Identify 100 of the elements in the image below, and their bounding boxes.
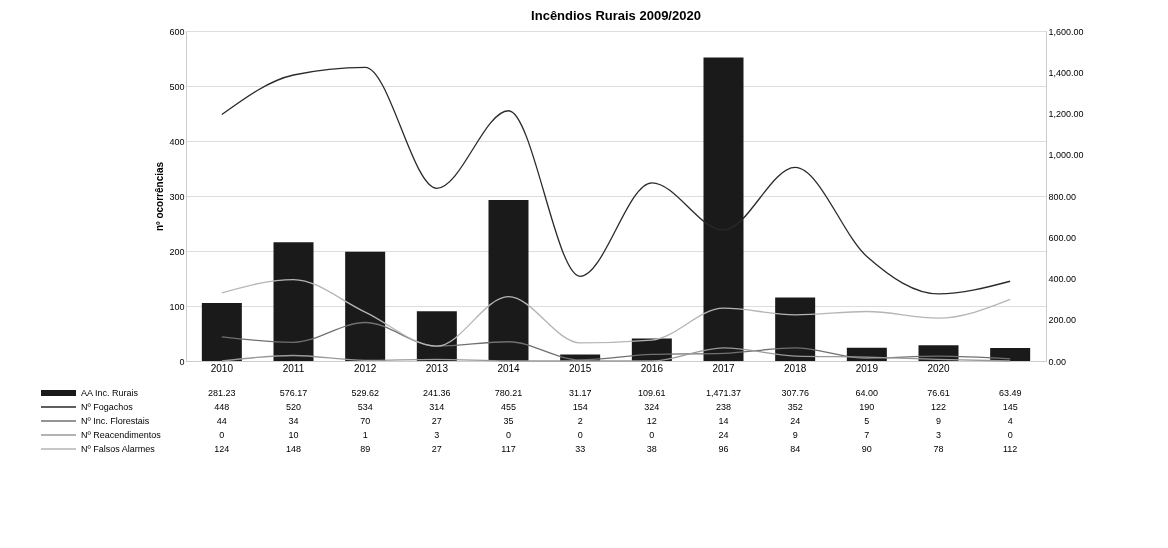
data-label: 122 [930,402,947,412]
data-label: 84 [790,444,801,454]
y2-tick-label: 1,400.00 [1048,67,1084,78]
data-label: 520 [285,402,302,412]
data-label: 455 [500,402,517,412]
x-tick-label: 2018 [784,362,807,374]
data-label: 0 [1007,430,1013,440]
y2-tick-label: 400.00 [1048,274,1077,284]
data-label: 0 [505,430,512,440]
data-label: 3 [434,430,440,440]
data-label: 78 [933,444,944,454]
line-series [221,278,1011,347]
bar [488,200,529,361]
data-label: 3 [935,430,942,440]
data-label: 307.76 [781,388,809,398]
data-label: 0 [649,430,655,440]
data-label: 314 [429,402,445,412]
x-tick-label: 2014 [497,362,521,374]
data-label: 780.21 [494,388,523,398]
y-tick-label: 600 [169,26,185,37]
data-label: 154 [572,402,588,412]
data-label: 5 [864,416,870,426]
x-tick-label: 2017 [712,362,736,374]
data-label: 281.23 [208,388,236,398]
y-tick-label: 200 [169,246,185,257]
x-tick-label: 2010 [210,362,234,374]
x-tick-label: 2012 [354,362,377,374]
x-tick-label: 2011 [282,362,305,374]
x-tick-label: 2016 [640,362,664,374]
data-label: 63.49 [998,388,1022,398]
data-label: 12 [646,416,657,426]
legend-label: Nº Inc. Florestais [81,416,150,426]
y-tick-label: 300 [169,191,185,202]
data-label: 24 [718,430,729,440]
y2-tick-label: 1,600.00 [1048,26,1084,37]
x-tick-label: 2019 [855,362,879,374]
legend-label: Nº Falsos Alarmes [81,444,156,454]
legend-label: AA Inc. Rurais [81,388,139,398]
y2-tick-label: 600.00 [1048,232,1077,243]
y-tick-label: 100 [169,301,185,312]
data-label: 576.17 [279,388,308,398]
data-label: 4 [1007,416,1013,426]
y-tick-label: 0 [179,356,185,367]
data-label: 64.00 [855,388,879,398]
data-label: 89 [360,444,371,454]
line-series [221,321,1011,361]
data-label: 0 [219,430,225,440]
x-tick-label: 2015 [569,362,592,374]
y2-tick-label: 1,000.00 [1048,150,1084,161]
data-label: 76.61 [927,388,950,398]
data-label: 148 [285,444,302,454]
y2-tick-label: 200.00 [1048,315,1077,326]
y-tick-label: 400 [169,136,185,147]
data-label: 238 [715,402,732,412]
bar [775,297,816,361]
bar [416,311,457,361]
data-label: 9 [935,416,942,426]
legend-label: Nº Fogachos [81,402,134,412]
x-tick-label: 2013 [425,362,449,374]
line-series [221,66,1011,295]
chart-title: Incêndios Rurais 2009/2020 [531,8,701,23]
data-label: 90 [861,444,872,454]
data-label: 529.62 [351,388,379,398]
data-label: 124 [214,444,230,454]
data-label: 1,471.37 [705,388,742,398]
data-label: 24 [790,416,801,426]
data-label: 34 [288,416,299,426]
line-series [221,347,1011,362]
y-tick-label: 500 [169,81,185,92]
data-label: 10 [288,430,299,440]
y2-tick-label: 0.00 [1048,356,1067,367]
data-label: 1 [362,430,368,440]
data-label: 241.36 [423,388,451,398]
data-label: 31.17 [568,388,592,398]
data-label: 190 [859,402,875,412]
y2-tick-label: 800.00 [1048,191,1077,202]
data-label: 38 [646,444,657,454]
bar [273,242,314,361]
bar [201,303,242,361]
data-label: 534 [357,402,373,412]
bar [345,251,386,361]
data-label: 352 [787,402,803,412]
data-label: 44 [216,416,227,426]
data-label: 35 [503,416,514,426]
data-label: 324 [644,402,660,412]
legend-label: Nº Reacendimentos [81,430,162,440]
bar [990,347,1031,361]
data-label: 7 [864,430,870,440]
x-tick-label: 2020 [927,362,951,374]
data-label: 112 [1002,444,1018,454]
data-label: 33 [575,444,586,454]
data-label: 0 [577,430,583,440]
bar [703,57,744,361]
data-label: 14 [718,416,729,426]
data-label: 9 [792,430,798,440]
data-label: 448 [214,402,230,412]
y2-tick-label: 1,200.00 [1048,109,1084,119]
data-label: 96 [718,444,729,454]
data-label: 27 [431,444,442,454]
data-label: 109.61 [638,388,666,398]
